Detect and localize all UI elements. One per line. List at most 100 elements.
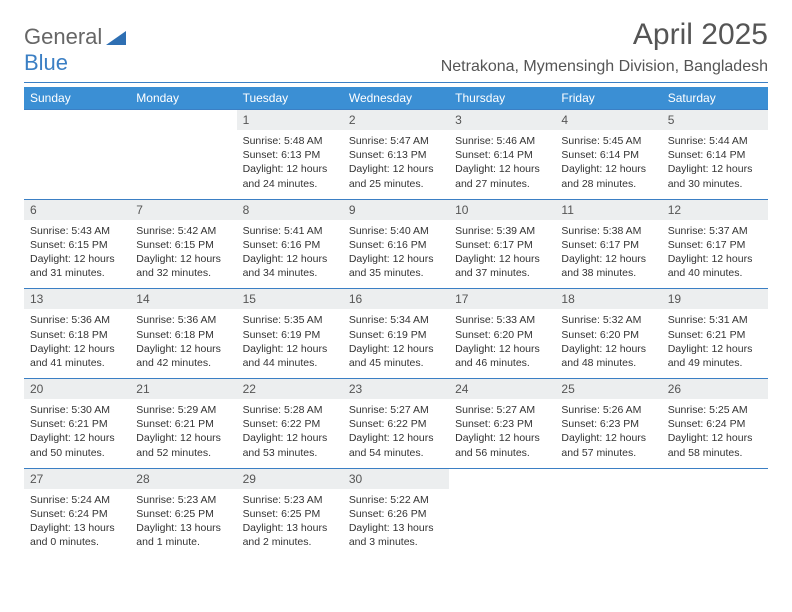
calendar-cell: 16Sunrise: 5:34 AMSunset: 6:19 PMDayligh… bbox=[343, 289, 449, 379]
daylight-text-1: Daylight: 12 hours bbox=[561, 342, 655, 356]
daylight-text-2: and 49 minutes. bbox=[668, 356, 762, 370]
sunset-text: Sunset: 6:20 PM bbox=[455, 328, 549, 342]
calendar-week-row: 27Sunrise: 5:24 AMSunset: 6:24 PMDayligh… bbox=[24, 468, 768, 557]
daylight-text-2: and 38 minutes. bbox=[561, 266, 655, 280]
day-content: Sunrise: 5:45 AMSunset: 6:14 PMDaylight:… bbox=[555, 130, 661, 199]
sunrise-text: Sunrise: 5:48 AM bbox=[243, 134, 337, 148]
daylight-text-1: Daylight: 12 hours bbox=[243, 252, 337, 266]
daylight-text-2: and 54 minutes. bbox=[349, 446, 443, 460]
calendar-cell: . bbox=[130, 110, 236, 200]
sunset-text: Sunset: 6:17 PM bbox=[455, 238, 549, 252]
calendar-cell: 10Sunrise: 5:39 AMSunset: 6:17 PMDayligh… bbox=[449, 199, 555, 289]
sunset-text: Sunset: 6:18 PM bbox=[136, 328, 230, 342]
sunrise-text: Sunrise: 5:24 AM bbox=[30, 493, 124, 507]
day-number: 17 bbox=[449, 289, 555, 309]
calendar-cell: 30Sunrise: 5:22 AMSunset: 6:26 PMDayligh… bbox=[343, 468, 449, 557]
day-number: 25 bbox=[555, 379, 661, 399]
calendar-cell: . bbox=[662, 468, 768, 557]
daylight-text-2: and 50 minutes. bbox=[30, 446, 124, 460]
day-number: 22 bbox=[237, 379, 343, 399]
sunrise-text: Sunrise: 5:25 AM bbox=[668, 403, 762, 417]
daylight-text-2: and 1 minute. bbox=[136, 535, 230, 549]
calendar-week-row: 20Sunrise: 5:30 AMSunset: 6:21 PMDayligh… bbox=[24, 379, 768, 469]
daylight-text-2: and 48 minutes. bbox=[561, 356, 655, 370]
day-content: Sunrise: 5:46 AMSunset: 6:14 PMDaylight:… bbox=[449, 130, 555, 199]
day-number: 4 bbox=[555, 110, 661, 130]
day-number: 24 bbox=[449, 379, 555, 399]
calendar-cell: . bbox=[449, 468, 555, 557]
calendar-cell: 19Sunrise: 5:31 AMSunset: 6:21 PMDayligh… bbox=[662, 289, 768, 379]
day-number: 23 bbox=[343, 379, 449, 399]
day-number: 8 bbox=[237, 200, 343, 220]
day-number: 28 bbox=[130, 469, 236, 489]
daylight-text-1: Daylight: 12 hours bbox=[668, 431, 762, 445]
daylight-text-1: Daylight: 12 hours bbox=[455, 162, 549, 176]
brand-logo: General bbox=[24, 24, 128, 50]
month-title: April 2025 bbox=[441, 18, 768, 52]
daylight-text-2: and 42 minutes. bbox=[136, 356, 230, 370]
sunset-text: Sunset: 6:13 PM bbox=[349, 148, 443, 162]
calendar-body: . . 1Sunrise: 5:48 AMSunset: 6:13 PMDayl… bbox=[24, 110, 768, 558]
calendar-cell: 21Sunrise: 5:29 AMSunset: 6:21 PMDayligh… bbox=[130, 379, 236, 469]
calendar-cell: 27Sunrise: 5:24 AMSunset: 6:24 PMDayligh… bbox=[24, 468, 130, 557]
day-number: 18 bbox=[555, 289, 661, 309]
day-content: Sunrise: 5:41 AMSunset: 6:16 PMDaylight:… bbox=[237, 220, 343, 289]
day-number: 6 bbox=[24, 200, 130, 220]
day-content: Sunrise: 5:28 AMSunset: 6:22 PMDaylight:… bbox=[237, 399, 343, 468]
sunrise-text: Sunrise: 5:23 AM bbox=[243, 493, 337, 507]
day-content: Sunrise: 5:35 AMSunset: 6:19 PMDaylight:… bbox=[237, 309, 343, 378]
sunrise-text: Sunrise: 5:27 AM bbox=[349, 403, 443, 417]
daylight-text-2: and 45 minutes. bbox=[349, 356, 443, 370]
daylight-text-2: and 56 minutes. bbox=[455, 446, 549, 460]
sunset-text: Sunset: 6:18 PM bbox=[30, 328, 124, 342]
sunset-text: Sunset: 6:26 PM bbox=[349, 507, 443, 521]
day-content: Sunrise: 5:22 AMSunset: 6:26 PMDaylight:… bbox=[343, 489, 449, 558]
daylight-text-2: and 44 minutes. bbox=[243, 356, 337, 370]
daylight-text-1: Daylight: 12 hours bbox=[136, 431, 230, 445]
daylight-text-1: Daylight: 12 hours bbox=[136, 252, 230, 266]
sunrise-text: Sunrise: 5:32 AM bbox=[561, 313, 655, 327]
day-content: Sunrise: 5:27 AMSunset: 6:23 PMDaylight:… bbox=[449, 399, 555, 468]
daylight-text-1: Daylight: 12 hours bbox=[243, 431, 337, 445]
sunrise-text: Sunrise: 5:37 AM bbox=[668, 224, 762, 238]
day-content: Sunrise: 5:26 AMSunset: 6:23 PMDaylight:… bbox=[555, 399, 661, 468]
daylight-text-1: Daylight: 12 hours bbox=[561, 431, 655, 445]
calendar-cell: 7Sunrise: 5:42 AMSunset: 6:15 PMDaylight… bbox=[130, 199, 236, 289]
sunset-text: Sunset: 6:17 PM bbox=[668, 238, 762, 252]
sunrise-text: Sunrise: 5:43 AM bbox=[30, 224, 124, 238]
daylight-text-1: Daylight: 12 hours bbox=[30, 342, 124, 356]
calendar-cell: 3Sunrise: 5:46 AMSunset: 6:14 PMDaylight… bbox=[449, 110, 555, 200]
sunrise-text: Sunrise: 5:22 AM bbox=[349, 493, 443, 507]
sunset-text: Sunset: 6:15 PM bbox=[136, 238, 230, 252]
sunset-text: Sunset: 6:25 PM bbox=[243, 507, 337, 521]
day-content: Sunrise: 5:42 AMSunset: 6:15 PMDaylight:… bbox=[130, 220, 236, 289]
calendar-week-row: 13Sunrise: 5:36 AMSunset: 6:18 PMDayligh… bbox=[24, 289, 768, 379]
day-content: Sunrise: 5:37 AMSunset: 6:17 PMDaylight:… bbox=[662, 220, 768, 289]
sunrise-text: Sunrise: 5:29 AM bbox=[136, 403, 230, 417]
day-number: 21 bbox=[130, 379, 236, 399]
sunset-text: Sunset: 6:13 PM bbox=[243, 148, 337, 162]
daylight-text-2: and 41 minutes. bbox=[30, 356, 124, 370]
calendar-cell: 11Sunrise: 5:38 AMSunset: 6:17 PMDayligh… bbox=[555, 199, 661, 289]
title-block: April 2025 Netrakona, Mymensingh Divisio… bbox=[441, 18, 768, 76]
logo-triangle-icon bbox=[106, 29, 126, 45]
day-content: Sunrise: 5:23 AMSunset: 6:25 PMDaylight:… bbox=[130, 489, 236, 558]
sunset-text: Sunset: 6:24 PM bbox=[30, 507, 124, 521]
location-text: Netrakona, Mymensingh Division, Banglade… bbox=[441, 58, 768, 76]
day-content: Sunrise: 5:34 AMSunset: 6:19 PMDaylight:… bbox=[343, 309, 449, 378]
sunset-text: Sunset: 6:22 PM bbox=[349, 417, 443, 431]
header: General April 2025 Netrakona, Mymensingh… bbox=[24, 18, 768, 76]
calendar-cell: 5Sunrise: 5:44 AMSunset: 6:14 PMDaylight… bbox=[662, 110, 768, 200]
daylight-text-2: and 58 minutes. bbox=[668, 446, 762, 460]
dayhead-sun: Sunday bbox=[24, 87, 130, 110]
daylight-text-1: Daylight: 12 hours bbox=[455, 431, 549, 445]
daylight-text-1: Daylight: 12 hours bbox=[668, 252, 762, 266]
day-number: 14 bbox=[130, 289, 236, 309]
daylight-text-1: Daylight: 13 hours bbox=[349, 521, 443, 535]
calendar-cell: 17Sunrise: 5:33 AMSunset: 6:20 PMDayligh… bbox=[449, 289, 555, 379]
daylight-text-2: and 27 minutes. bbox=[455, 177, 549, 191]
day-number: 26 bbox=[662, 379, 768, 399]
daylight-text-1: Daylight: 12 hours bbox=[243, 342, 337, 356]
calendar-cell: 22Sunrise: 5:28 AMSunset: 6:22 PMDayligh… bbox=[237, 379, 343, 469]
calendar-cell: 8Sunrise: 5:41 AMSunset: 6:16 PMDaylight… bbox=[237, 199, 343, 289]
